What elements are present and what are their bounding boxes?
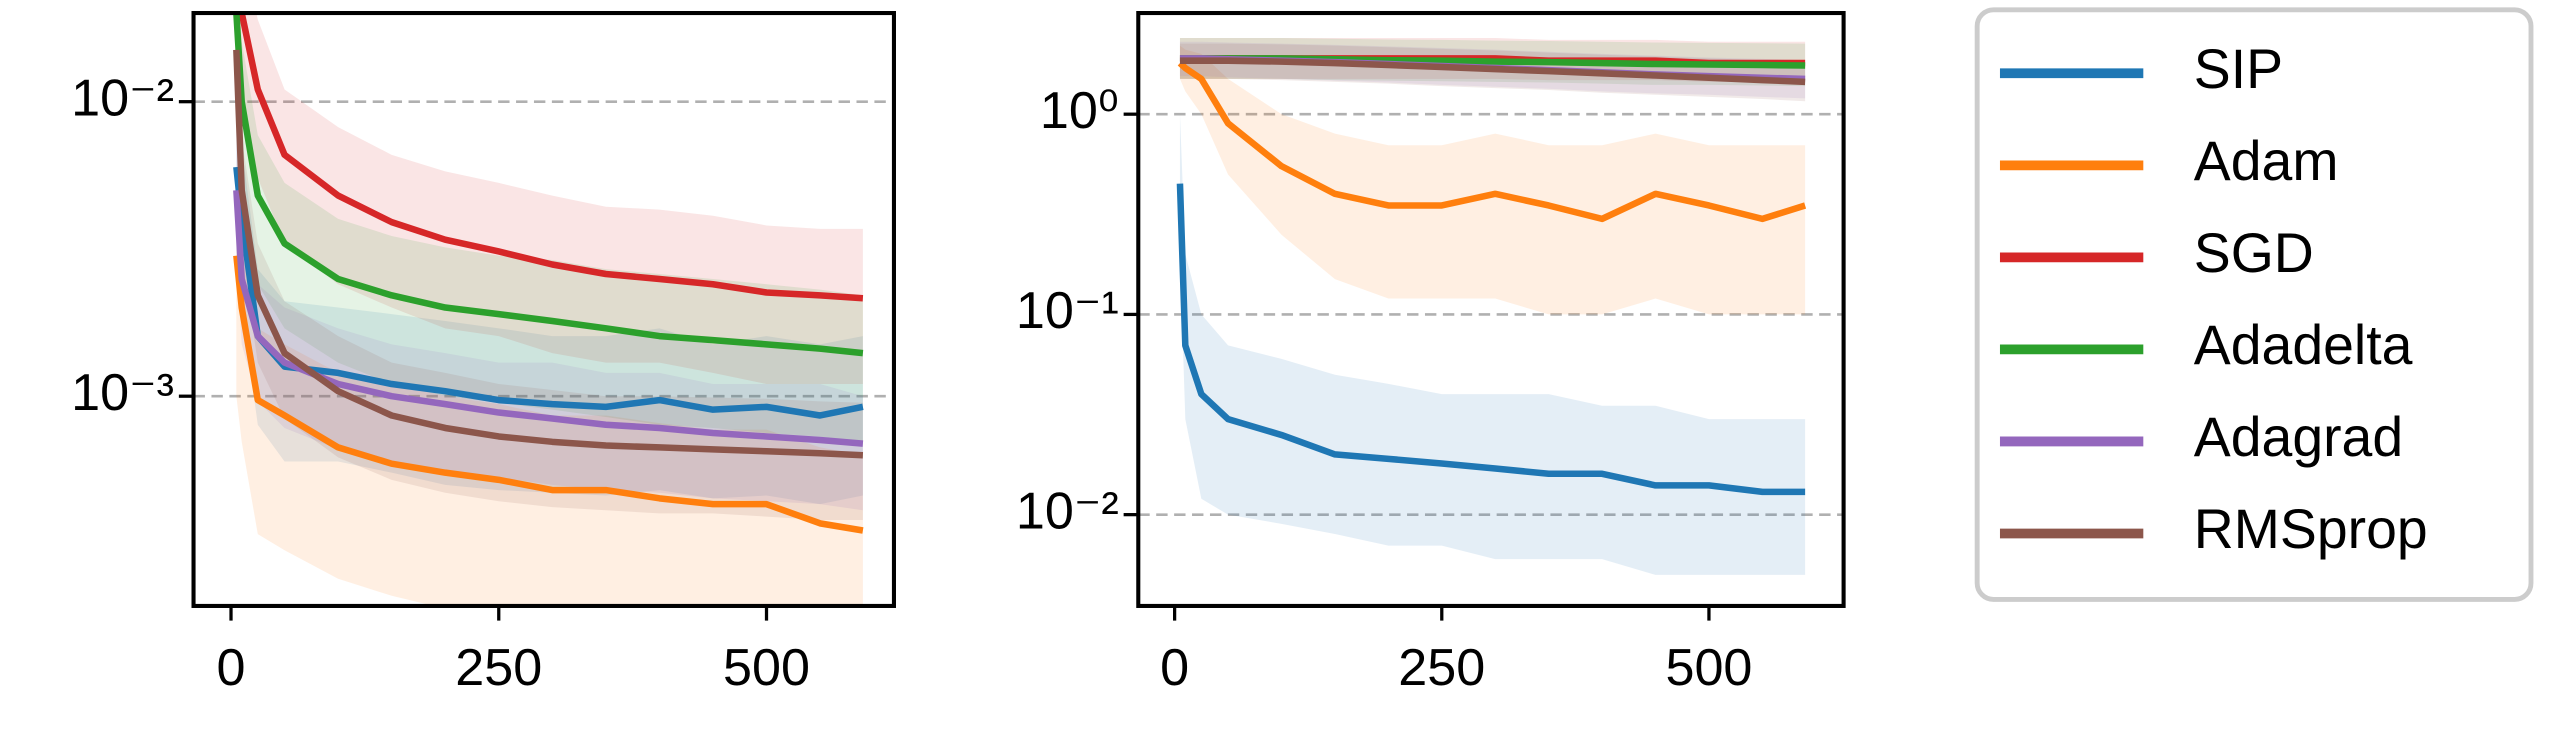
band: [1179, 45, 1806, 315]
x-tick-label: 500: [723, 639, 810, 697]
legend-label: SGD: [2194, 222, 2314, 284]
x-tick-label: 500: [1665, 639, 1752, 697]
line: [238, 13, 864, 302]
y-tick-label: 10⁻³: [71, 364, 174, 422]
y-tick-label: 10⁻¹: [1016, 282, 1119, 340]
legend-box: [1974, 7, 2534, 602]
legend-label: Adadelta: [2194, 314, 2413, 376]
line: [233, 255, 864, 534]
legend-label: RMSprop: [2194, 498, 2428, 560]
band: [236, 101, 863, 505]
x-tick-label: 250: [455, 639, 542, 697]
plot-area: [1176, 38, 1807, 575]
band: [1179, 114, 1806, 575]
axes-frame: [191, 10, 896, 608]
line: [233, 190, 864, 447]
x-tick-label: 250: [1398, 639, 1485, 697]
band: [236, 180, 863, 606]
plot-area: [233, 13, 864, 606]
y-tick-label: 10⁰: [1040, 82, 1119, 140]
axes-frame: [1136, 10, 1846, 608]
band: [236, 13, 863, 385]
line: [233, 13, 864, 357]
legend-label: Adagrad: [2194, 406, 2403, 468]
x-tick-label: 0: [217, 639, 246, 697]
y-tick-label: 10⁻²: [71, 69, 174, 127]
y-tick-label: 10⁻²: [1016, 482, 1119, 540]
line: [1179, 57, 1806, 86]
line: [233, 49, 864, 459]
legend-label: Adam: [2194, 130, 2339, 192]
line: [1177, 60, 1807, 223]
legend-label: SIP: [2194, 38, 2283, 100]
x-tick-label: 0: [1160, 639, 1189, 697]
line: [1176, 183, 1806, 496]
band: [236, 13, 863, 442]
